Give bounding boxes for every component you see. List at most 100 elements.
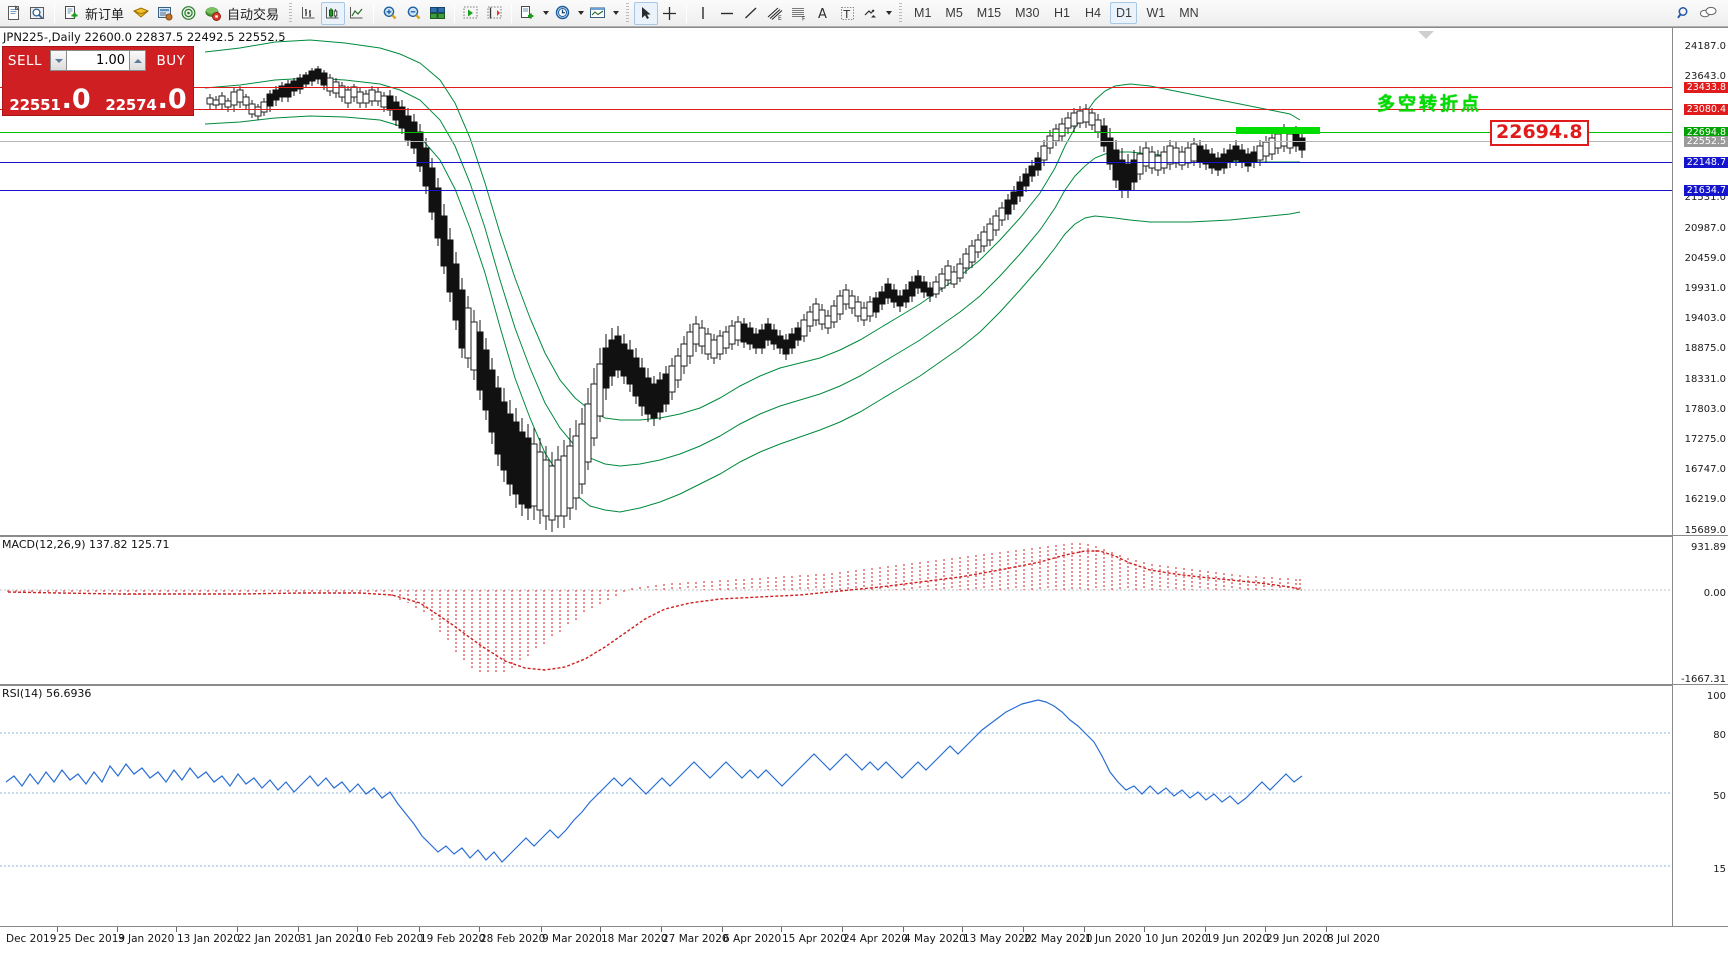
- horizontal-line-icon[interactable]: [715, 2, 739, 25]
- price-scale[interactable]: 24187.0 23643.0 20987.0 20459.0 19931.0 …: [1672, 28, 1728, 926]
- cursor-arrow-icon[interactable]: [634, 1, 659, 25]
- chart-shift-icon[interactable]: [483, 2, 507, 25]
- search-icon[interactable]: [1672, 2, 1696, 25]
- oct-divider: [97, 74, 99, 115]
- rsi-line: [5, 699, 1303, 863]
- chart-profile-icon[interactable]: [26, 2, 50, 25]
- timeframe-h4[interactable]: H4: [1084, 6, 1101, 20]
- period-caret-icon[interactable]: [575, 2, 586, 25]
- volume-stepper[interactable]: 1.00: [47, 47, 149, 74]
- price-tick: 17275.0: [1684, 434, 1726, 445]
- timeframe-m5[interactable]: M5: [945, 6, 963, 20]
- time-label: 13 Jan 2020: [177, 933, 240, 945]
- chart-window[interactable]: JPN225-,Daily 22600.0 22837.5 22492.5 22…: [0, 27, 1728, 954]
- new-order-icon[interactable]: [59, 2, 83, 25]
- tile-windows-icon[interactable]: [426, 2, 450, 25]
- rsi-tick: 15: [1713, 864, 1726, 875]
- vertical-line-icon[interactable]: [691, 2, 715, 25]
- volume-input[interactable]: 1.00: [67, 50, 129, 71]
- timeframe-m15[interactable]: M15: [976, 6, 1002, 20]
- add-indicator-icon[interactable]: [516, 2, 540, 25]
- arrows-caret-icon[interactable]: [883, 2, 894, 25]
- sell-button[interactable]: SELL: [7, 52, 43, 69]
- time-label: 13 May 2020: [963, 933, 1032, 945]
- period-clock-icon[interactable]: [551, 2, 575, 25]
- macd-signal-line: [7, 550, 1303, 671]
- svg-text:F: F: [802, 15, 806, 22]
- signals-icon[interactable]: [177, 2, 201, 25]
- resistance-line-23433[interactable]: [0, 87, 1672, 88]
- macd-tick: -1667.31: [1681, 674, 1726, 685]
- toolbar-separator: [373, 3, 375, 23]
- chart-shift-marker-icon[interactable]: [1418, 31, 1434, 39]
- rsi-pane[interactable]: RSI(14) 56.6936: [0, 685, 1672, 926]
- crosshair-icon[interactable]: [658, 2, 682, 25]
- timeframe-w1[interactable]: W1: [1146, 6, 1166, 20]
- timeframe-h1[interactable]: H1: [1053, 6, 1070, 20]
- pivot-line-22694[interactable]: [0, 132, 1672, 133]
- templates-icon[interactable]: [586, 2, 610, 25]
- zoom-out-icon[interactable]: [402, 2, 426, 25]
- toolbar-grip[interactable]: [897, 3, 905, 23]
- autotrading-icon[interactable]: [201, 2, 225, 25]
- macd-histogram: [7, 543, 1301, 674]
- zoom-in-icon[interactable]: [378, 2, 402, 25]
- timeframe-mn[interactable]: MN: [1179, 6, 1199, 20]
- volume-decrement-icon[interactable]: [50, 50, 67, 71]
- new-chart-icon[interactable]: [2, 2, 26, 25]
- fibonacci-retracement-icon[interactable]: F: [787, 2, 811, 25]
- oct-top-row: SELL 1.00 BUY: [3, 47, 193, 74]
- support-line-21634[interactable]: [0, 190, 1672, 191]
- timeframe-m1[interactable]: M1: [914, 6, 932, 20]
- time-label: 28 Feb 2020: [480, 933, 546, 945]
- buy-price-fraction: .0: [157, 84, 187, 116]
- line-chart-icon[interactable]: [345, 2, 369, 25]
- arrows-icon[interactable]: [859, 2, 883, 25]
- timeframe-m30[interactable]: M30: [1015, 6, 1040, 20]
- metaeditor-icon[interactable]: [153, 2, 177, 25]
- time-tick: [479, 927, 480, 932]
- buy-button[interactable]: BUY: [156, 52, 186, 69]
- autotrading-label[interactable]: 自动交易: [227, 6, 280, 22]
- auto-scroll-icon[interactable]: [459, 2, 483, 25]
- templates-caret-icon[interactable]: [610, 2, 621, 25]
- toolbar-grip[interactable]: [624, 3, 632, 23]
- buy-price[interactable]: 22574 .0: [99, 74, 193, 115]
- macd-pane[interactable]: MACD(12,26,9) 137.82 125.71: [0, 536, 1672, 684]
- rsi-label: RSI(14) 56.6936: [2, 687, 92, 700]
- resistance-line-23080[interactable]: [0, 109, 1672, 110]
- text-box-icon[interactable]: T: [835, 2, 859, 25]
- volume-increment-icon[interactable]: [129, 50, 146, 71]
- sell-price-fraction: .0: [61, 84, 91, 116]
- new-order-label[interactable]: 新订单: [85, 6, 125, 22]
- time-tick: [842, 927, 843, 932]
- one-click-trading-panel[interactable]: SELL 1.00 BUY 22551 .0 22574 .0: [2, 46, 194, 116]
- expert-advisor-icon[interactable]: [129, 2, 153, 25]
- price-tick: 20987.0: [1684, 223, 1726, 234]
- candlestick-chart-icon[interactable]: [321, 1, 346, 25]
- price-tick: 24187.0: [1684, 41, 1726, 52]
- symbol-ohlc-label: JPN225-,Daily 22600.0 22837.5 22492.5 22…: [3, 30, 286, 44]
- bar-chart-icon[interactable]: [297, 2, 321, 25]
- time-scale[interactable]: Dec 2019 25 Dec 2019 3 Jan 2020 13 Jan 2…: [0, 926, 1728, 954]
- trendline-icon[interactable]: [739, 2, 763, 25]
- price-flag-callout[interactable]: 22694.8: [1490, 120, 1589, 146]
- time-label: 29 Jun 2020: [1266, 933, 1330, 945]
- price-tick: 19931.0: [1684, 283, 1726, 294]
- add-indicator-caret-icon[interactable]: [540, 2, 551, 25]
- chat-bubbles-icon[interactable]: [1696, 2, 1720, 25]
- chart-annotation-text[interactable]: 多空转折点: [1377, 94, 1482, 115]
- equidistant-channel-icon[interactable]: E: [763, 2, 787, 25]
- time-label: 22 May 2020: [1024, 933, 1093, 945]
- time-label: 24 Apr 2020: [843, 933, 908, 945]
- toolbar-grip[interactable]: [287, 3, 295, 23]
- time-label: 1 Jun 2020: [1085, 933, 1142, 945]
- price-pane[interactable]: 多空转折点: [0, 28, 1672, 535]
- sell-price[interactable]: 22551 .0: [3, 74, 97, 115]
- support-line-22148[interactable]: [0, 162, 1672, 163]
- rsi-tick: 80: [1713, 730, 1726, 741]
- timeframe-d1[interactable]: D1: [1110, 2, 1138, 24]
- text-label-icon[interactable]: A: [811, 2, 835, 25]
- toolbar-separator: [511, 3, 513, 23]
- time-label: 25 Dec 2019: [58, 933, 126, 945]
